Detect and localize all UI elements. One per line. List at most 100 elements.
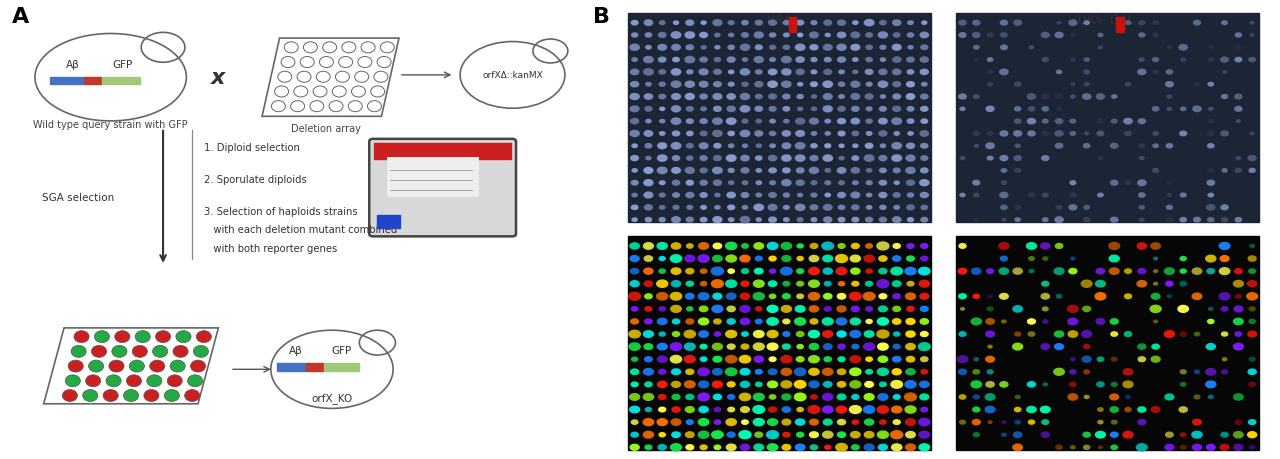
Circle shape [646, 157, 652, 160]
Circle shape [1070, 370, 1076, 374]
Circle shape [851, 244, 859, 249]
Circle shape [1083, 95, 1091, 100]
Circle shape [986, 107, 995, 112]
Circle shape [631, 369, 639, 375]
Circle shape [632, 194, 637, 197]
Circle shape [672, 45, 681, 51]
Circle shape [988, 71, 992, 74]
Circle shape [782, 131, 791, 137]
Text: GFP: GFP [332, 346, 352, 356]
Circle shape [797, 95, 804, 99]
Circle shape [714, 408, 721, 412]
Circle shape [1152, 107, 1158, 112]
Circle shape [920, 180, 929, 186]
Circle shape [852, 218, 859, 222]
Circle shape [851, 193, 860, 198]
Circle shape [754, 280, 764, 288]
Circle shape [837, 394, 846, 400]
Circle shape [1001, 46, 1007, 50]
Circle shape [755, 95, 762, 100]
Circle shape [809, 356, 819, 363]
Circle shape [644, 281, 653, 287]
Circle shape [908, 46, 913, 50]
Circle shape [1029, 257, 1034, 261]
Circle shape [850, 319, 860, 325]
Circle shape [823, 394, 833, 400]
Circle shape [685, 256, 695, 262]
Circle shape [659, 83, 666, 87]
Circle shape [1000, 70, 1009, 76]
Circle shape [782, 407, 791, 412]
Circle shape [892, 58, 901, 63]
Circle shape [797, 257, 804, 261]
Circle shape [796, 181, 804, 186]
Circle shape [728, 182, 733, 185]
Text: with each deletion mutant combined: with each deletion mutant combined [204, 225, 397, 235]
Circle shape [892, 357, 901, 362]
Circle shape [1235, 95, 1242, 100]
Circle shape [920, 257, 928, 261]
Circle shape [837, 33, 846, 39]
Circle shape [837, 119, 846, 124]
Circle shape [1015, 169, 1020, 173]
Circle shape [1139, 218, 1144, 222]
Circle shape [1221, 370, 1228, 374]
Circle shape [810, 156, 818, 161]
Circle shape [673, 193, 680, 198]
Circle shape [852, 420, 859, 424]
Circle shape [1029, 47, 1034, 50]
Circle shape [1123, 381, 1133, 388]
Circle shape [672, 332, 680, 336]
Circle shape [1206, 256, 1216, 262]
Circle shape [673, 22, 678, 25]
Circle shape [1098, 194, 1103, 197]
Circle shape [644, 168, 653, 174]
Circle shape [631, 269, 639, 274]
Circle shape [851, 269, 860, 274]
Circle shape [686, 420, 694, 425]
Circle shape [699, 307, 708, 312]
Circle shape [852, 132, 859, 136]
Circle shape [892, 45, 901, 51]
Circle shape [1125, 22, 1130, 25]
Circle shape [727, 193, 735, 198]
Circle shape [671, 119, 681, 125]
Circle shape [781, 381, 792, 388]
Circle shape [659, 181, 666, 185]
Text: URA- GAL: URA- GAL [1078, 14, 1133, 27]
Circle shape [781, 306, 791, 313]
Circle shape [672, 319, 680, 324]
Circle shape [713, 83, 721, 88]
Circle shape [837, 306, 846, 312]
Circle shape [863, 293, 876, 301]
Circle shape [1167, 47, 1171, 50]
Circle shape [974, 194, 979, 197]
FancyBboxPatch shape [369, 140, 516, 237]
Circle shape [783, 218, 790, 222]
Circle shape [851, 395, 859, 399]
Circle shape [974, 145, 978, 148]
Circle shape [740, 217, 750, 223]
Circle shape [755, 370, 762, 374]
Circle shape [822, 242, 833, 250]
Circle shape [727, 119, 736, 125]
Circle shape [1055, 33, 1064, 39]
Circle shape [767, 444, 778, 451]
Circle shape [782, 344, 790, 349]
Circle shape [1152, 344, 1160, 349]
Circle shape [905, 419, 915, 425]
Circle shape [659, 95, 666, 100]
Circle shape [879, 294, 887, 299]
Circle shape [973, 295, 979, 299]
Circle shape [823, 95, 832, 100]
Circle shape [836, 255, 847, 263]
Circle shape [879, 382, 886, 387]
Circle shape [782, 256, 791, 262]
Circle shape [714, 34, 721, 38]
Circle shape [797, 218, 803, 222]
Circle shape [1043, 383, 1047, 386]
Circle shape [1208, 308, 1213, 311]
Circle shape [877, 431, 888, 438]
Circle shape [88, 360, 104, 372]
Circle shape [1111, 181, 1117, 186]
